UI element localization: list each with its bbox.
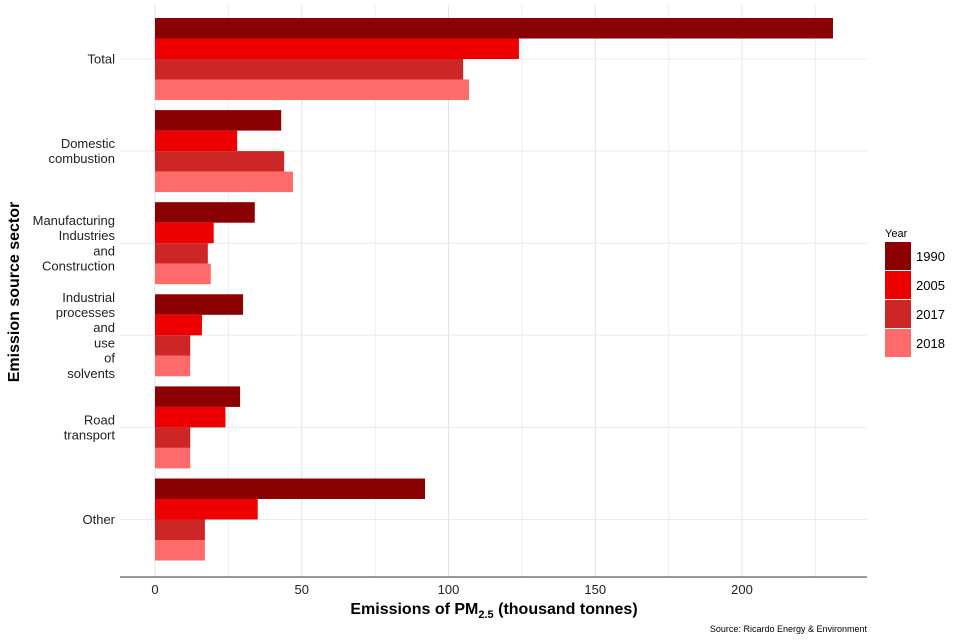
bar-1990-5 [155, 478, 426, 499]
bar-2005-0 [155, 38, 519, 59]
bar-2017-2 [155, 243, 208, 264]
bar-1990-2 [155, 202, 255, 223]
category-label-1: Domestic combustion [49, 136, 116, 166]
y-category-labels: Total Domestic combustion Manufacturing Indu… [33, 52, 116, 528]
bar-2005-2 [155, 222, 214, 244]
x-axis-title: Emissions of PM2.5 (thousand tonnes) [350, 601, 637, 621]
bar-2018-2 [155, 263, 211, 285]
bar-2005-1 [155, 130, 238, 152]
x-tick-150: 150 [584, 582, 606, 597]
bar-1990-4 [155, 386, 241, 407]
source-note: Source: Ricardo Energy & Environment [710, 624, 868, 634]
x-tick-100: 100 [438, 582, 460, 597]
category-label-3: Industrial processes and use of solvents [56, 290, 116, 381]
legend: Year 1990 2005 2017 2018 [885, 228, 945, 357]
legend-label-2017: 2017 [916, 307, 945, 322]
legend-key-2005 [885, 271, 911, 299]
bar-2017-1 [155, 151, 285, 172]
x-tick-0: 0 [151, 582, 158, 597]
legend-key-1990 [885, 242, 911, 270]
bar-1990-3 [155, 294, 244, 315]
bar-2017-4 [155, 427, 191, 448]
bar-2017-0 [155, 59, 464, 80]
bars [155, 18, 833, 561]
bar-2018-3 [155, 355, 191, 377]
legend-label-1990: 1990 [916, 249, 945, 264]
category-label-5: Other [82, 512, 115, 527]
legend-label-2005: 2005 [916, 278, 945, 293]
legend-key-2018 [885, 329, 911, 357]
bar-2018-4 [155, 447, 191, 469]
legend-title: Year [885, 228, 908, 240]
bar-2018-1 [155, 171, 293, 193]
bar-2017-3 [155, 335, 191, 356]
y-axis-title: Emission source sector [6, 202, 23, 383]
bar-2018-5 [155, 540, 205, 561]
bar-2017-5 [155, 519, 205, 540]
bar-2018-0 [155, 79, 470, 100]
legend-key-2017 [885, 300, 911, 328]
category-label-0: Total [88, 52, 116, 67]
bar-1990-0 [155, 18, 833, 39]
legend-label-2018: 2018 [916, 336, 945, 351]
bar-2005-4 [155, 406, 226, 428]
x-tick-200: 200 [731, 582, 753, 597]
category-label-2: Manufacturing Industries and Construction [33, 213, 116, 274]
bar-2005-5 [155, 499, 258, 520]
x-tick-labels: 0 50 100 150 200 [151, 582, 752, 597]
bar-1990-1 [155, 110, 282, 131]
category-label-4: Road transport [64, 412, 116, 442]
bar-2005-3 [155, 314, 202, 336]
x-tick-50: 50 [295, 582, 309, 597]
